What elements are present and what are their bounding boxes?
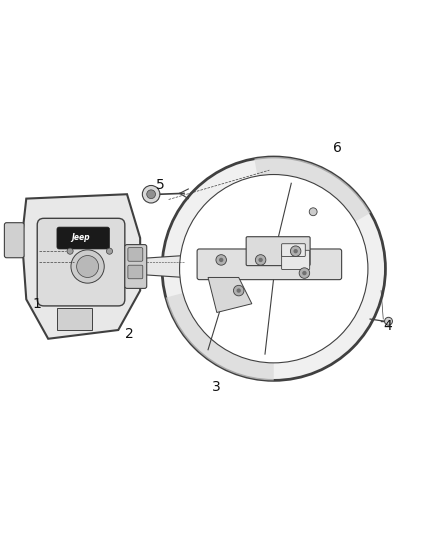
Circle shape — [147, 190, 155, 199]
FancyBboxPatch shape — [4, 223, 24, 258]
Circle shape — [106, 248, 113, 254]
Circle shape — [309, 208, 317, 216]
Text: 2: 2 — [125, 327, 134, 342]
Text: 6: 6 — [333, 141, 342, 155]
FancyBboxPatch shape — [128, 265, 143, 279]
FancyBboxPatch shape — [282, 251, 310, 270]
Circle shape — [299, 268, 310, 278]
Text: 5: 5 — [155, 179, 164, 192]
Polygon shape — [22, 194, 140, 339]
Circle shape — [233, 285, 244, 296]
Circle shape — [67, 248, 73, 254]
Polygon shape — [254, 157, 371, 222]
Polygon shape — [208, 278, 252, 312]
Text: 3: 3 — [212, 380, 221, 394]
FancyBboxPatch shape — [282, 244, 305, 256]
Circle shape — [219, 258, 223, 262]
Circle shape — [142, 185, 160, 203]
Circle shape — [255, 255, 266, 265]
Polygon shape — [166, 293, 274, 381]
Circle shape — [293, 249, 298, 253]
Circle shape — [302, 271, 307, 275]
Polygon shape — [57, 308, 92, 330]
Text: Jeep: Jeep — [72, 232, 90, 241]
Circle shape — [162, 157, 385, 381]
Text: 1: 1 — [33, 297, 42, 311]
Circle shape — [385, 317, 392, 325]
FancyBboxPatch shape — [57, 227, 110, 249]
FancyBboxPatch shape — [197, 249, 342, 280]
Circle shape — [290, 246, 301, 256]
Circle shape — [237, 288, 241, 293]
FancyBboxPatch shape — [125, 245, 147, 288]
FancyBboxPatch shape — [246, 237, 310, 265]
Circle shape — [71, 250, 104, 283]
Circle shape — [258, 258, 263, 262]
FancyBboxPatch shape — [37, 219, 125, 306]
Text: 4: 4 — [383, 319, 392, 333]
Circle shape — [216, 255, 226, 265]
FancyBboxPatch shape — [128, 248, 143, 261]
Circle shape — [77, 255, 99, 278]
Circle shape — [180, 174, 368, 363]
Polygon shape — [138, 255, 184, 278]
